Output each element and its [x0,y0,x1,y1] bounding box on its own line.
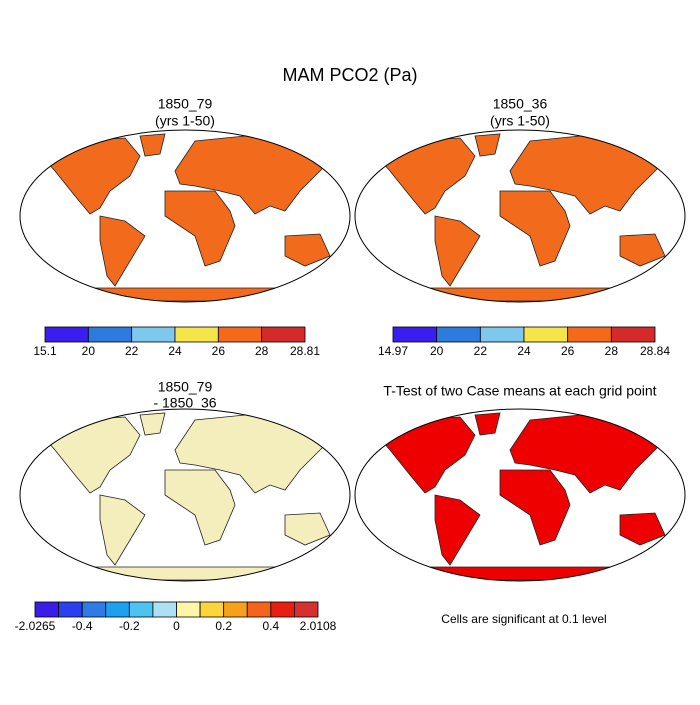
colorbar-label: 28 [605,344,619,358]
colorbar-segment [217,326,263,343]
map [19,129,351,303]
colorbar-label: 28 [255,344,269,358]
globe-outline [354,129,686,303]
colorbar-segment [567,326,612,343]
colorbar-segment [58,601,83,618]
colorbar-label: 28.84 [640,344,670,358]
colorbar-segment [523,326,569,343]
colorbar-label: 22 [474,344,488,358]
colorbar-segment [246,601,272,618]
colorbar-segment [44,326,89,343]
colorbar-segment [479,326,525,343]
map [19,408,351,582]
colorbar-label: 22 [125,344,139,358]
panel-title: 1850_79 [158,379,213,395]
colorbar-label: 0.4 [262,619,279,633]
colorbar-segment [261,326,306,343]
panel-title: 1850_79 [158,96,213,112]
colorbar-label: 28.81 [290,344,320,358]
globe-outline [19,408,351,582]
colorbar-label: 20 [430,344,444,358]
panel-title: 1850_36 [493,96,548,112]
map [354,129,686,303]
panel-title: T-Test of two Case means at each grid po… [383,383,656,399]
colorbar-segment [152,601,177,618]
figure-title: MAM PCO2 (Pa) [282,65,417,85]
colorbar-label: -0.2 [119,619,140,633]
colorbar-label: 15.1 [33,344,57,358]
colorbar-label: 26 [212,344,226,358]
colorbar-segment [223,601,248,618]
colorbar-label: 0.2 [215,619,232,633]
colorbar-label: -0.4 [72,619,93,633]
colorbar-segment [87,326,133,343]
colorbar-label: 24 [168,344,182,358]
colorbar-segment [176,601,201,618]
colorbar-label: 0 [173,619,180,633]
colorbar-segment [81,601,107,618]
colorbar-label: 20 [82,344,96,358]
colorbar-segment [105,601,130,618]
colorbar-segment [34,601,59,618]
globe-outline [19,129,351,303]
colorbar-segment [392,326,438,343]
colorbar-segment [199,601,225,618]
colorbar-segment [174,326,219,343]
panel-note: Cells are significant at 0.1 level [441,612,606,626]
colorbar-label: 26 [561,344,575,358]
map [354,408,686,582]
panel-subtitle: (yrs 1-50) [490,113,550,129]
globe-outline [354,408,686,582]
colorbar-label: 2.0108 [300,619,337,633]
colorbar-segment [610,326,656,343]
colorbar-label: 14.97 [378,344,408,358]
colorbar-label: 24 [517,344,531,358]
colorbar-label: -2.0265 [15,619,56,633]
colorbar-segment [294,601,319,618]
colorbar-segment [270,601,295,618]
colorbar-segment [436,326,481,343]
colorbar-segment [128,601,154,618]
colorbar-segment [131,326,176,343]
panel-subtitle: (yrs 1-50) [155,113,215,129]
panel-subtitle: - 1850_36 [153,395,216,411]
